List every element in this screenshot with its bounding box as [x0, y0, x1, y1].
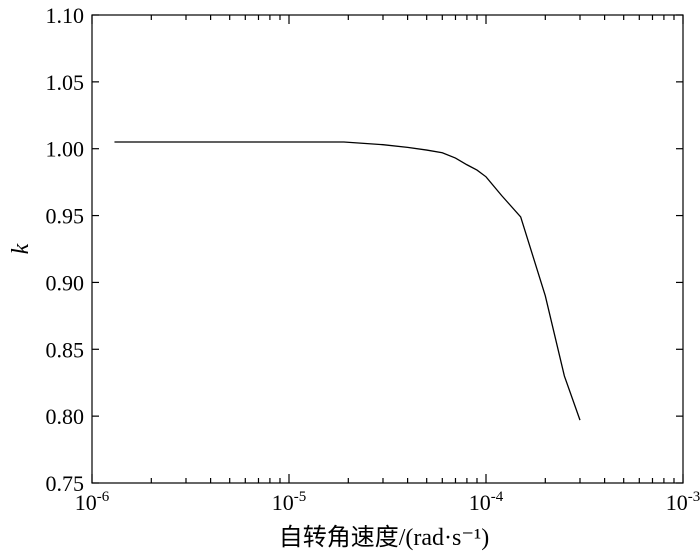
x-axis-label: 自转角速度/(rad·s⁻¹): [279, 524, 490, 551]
x-axis-label-main: 自转角速度/(rad·s⁻¹): [279, 524, 490, 551]
y-tick-label: 0.85: [46, 337, 85, 362]
y-tick-label: 0.80: [46, 404, 85, 429]
y-tick-label: 0.90: [46, 270, 85, 295]
x-tick-label: 10-6: [75, 489, 110, 515]
x-tick-label: 10-3: [666, 489, 700, 515]
y-tick-label: 1.05: [46, 70, 85, 95]
y-tick-label: 1.00: [46, 137, 85, 162]
series-line-k: [114, 141, 581, 421]
y-tick-label: 0.75: [46, 471, 85, 496]
ticks: [91, 14, 684, 484]
y-tick-label: 1.10: [46, 3, 85, 28]
x-tick-label: 10-4: [469, 489, 504, 515]
x-tick-label: 10-5: [272, 489, 307, 515]
y-axis-label: k: [8, 243, 34, 254]
y-tick-label: 0.95: [46, 204, 85, 229]
plot-frame: [91, 14, 684, 484]
tick-labels: 0.75 0.80 0.85 0.90 0.95 1.00 1.05 1.10 10-6 10-5…: [46, 3, 700, 515]
